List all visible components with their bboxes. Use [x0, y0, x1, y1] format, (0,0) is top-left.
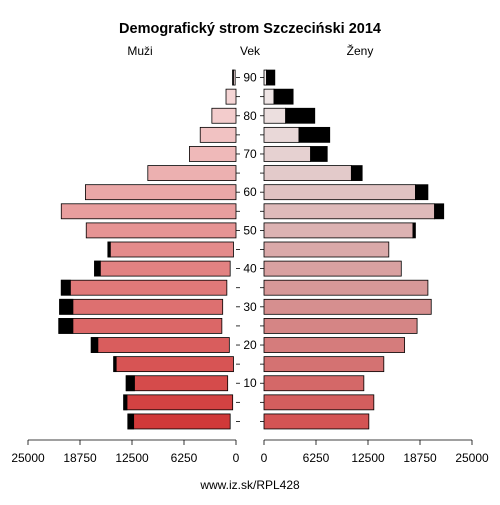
x-tick-label-right: 25000 [455, 451, 489, 465]
age-tick-label: 70 [243, 147, 257, 161]
x-tick-label-right: 18750 [403, 451, 437, 465]
x-tick-label-left: 25000 [11, 451, 45, 465]
male-bar-60-64 [85, 184, 237, 201]
female-bar-dark-60-64 [415, 184, 429, 201]
age-axis: 10 20 30 40 50 60 70 80 90 [236, 71, 264, 422]
male-bar-75-79 [199, 126, 237, 143]
age-tick-label: 40 [243, 262, 257, 276]
x-tick-label-right: 6250 [303, 451, 330, 465]
females-label: Ženy [347, 43, 374, 58]
x-tick-label-left: 6250 [171, 451, 198, 465]
female-bar-dark-65-69 [350, 165, 363, 181]
female-bar-dark-85-89 [273, 88, 294, 105]
female-bar-85-89 [263, 88, 275, 105]
male-bar-10-14 [125, 375, 229, 392]
female-bar-5-9 [263, 394, 375, 411]
male-bar-40-44 [94, 260, 231, 277]
male-bar-dark-30-34 [59, 298, 74, 315]
male-bar-45-49 [107, 241, 234, 258]
male-bar-20-24 [90, 337, 230, 353]
male-bar-30-34 [59, 298, 224, 315]
male-bar-80-84 [211, 107, 237, 124]
x-tick-label-left: 0 [233, 451, 240, 465]
male-bar-65-69 [147, 165, 237, 181]
female-bar-25-29 [263, 318, 418, 334]
female-bar-dark-50-54 [412, 222, 416, 239]
x-tick-label-left: 18750 [63, 451, 97, 465]
footer-source: www.iz.sk/RPL428 [199, 478, 300, 492]
male-bar-50-54 [85, 222, 237, 239]
age-tick-label: 60 [243, 185, 257, 199]
age-tick-label: 30 [243, 300, 257, 314]
male-bar-dark-20-24 [90, 337, 99, 353]
x-tick-label-right: 12500 [351, 451, 385, 465]
age-tick-label: 90 [243, 71, 257, 85]
male-bar-5-9 [123, 394, 234, 411]
female-bar-35-39 [263, 279, 429, 296]
female-bar-dark-70-74 [310, 146, 328, 162]
female-bar-20-24 [263, 337, 406, 353]
female-bar-dark-75-79 [298, 126, 331, 143]
male-bar-dark-10-14 [125, 375, 135, 392]
female-bar-65-69 [263, 165, 352, 181]
male-bar-55-59 [60, 203, 237, 220]
female-bar-dark-90+ [266, 69, 276, 86]
age-tick-label: 50 [243, 223, 257, 237]
x-tick-label-left: 12500 [115, 451, 149, 465]
male-bar-dark-15-19 [113, 356, 117, 373]
age-tick-label: 80 [243, 109, 257, 123]
female-bar-40-44 [263, 260, 402, 277]
female-bar-dark-80-84 [285, 107, 316, 124]
male-bar-25-29 [58, 318, 223, 334]
male-bar-85-89 [225, 88, 237, 105]
male-bar-dark-90+ [232, 69, 234, 86]
female-bar-0-4 [263, 413, 370, 430]
male-bar-dark-45-49 [107, 241, 111, 258]
male-bar-dark-0-4 [127, 413, 135, 430]
age-tick-label: 20 [243, 338, 257, 352]
males-label: Muži [127, 44, 152, 58]
male-bar-70-74 [189, 146, 237, 162]
x-axis: 25000 18750 12500 6250 0 0 6250 12500 18750 25000 [11, 439, 489, 465]
female-bar-30-34 [263, 298, 432, 315]
female-bar-60-64 [263, 184, 416, 201]
male-bar-15-19 [113, 356, 234, 373]
male-bar-dark-40-44 [94, 260, 101, 277]
male-bar-35-39 [60, 279, 228, 296]
male-bar-dark-25-29 [58, 318, 74, 334]
female-bar-55-59 [263, 203, 435, 220]
female-bar-75-79 [263, 126, 300, 143]
female-bar-dark-55-59 [434, 203, 445, 220]
x-tick-label-right: 0 [261, 451, 268, 465]
female-bar-70-74 [263, 146, 311, 162]
female-bar-10-14 [263, 375, 365, 392]
age-tick-label: 10 [243, 376, 257, 390]
male-bar-dark-5-9 [123, 394, 128, 411]
female-bar-45-49 [263, 241, 390, 258]
bars-group [58, 69, 445, 430]
male-bar-0-4 [127, 413, 231, 430]
chart-title: Demografický strom Szczeciński 2014 [119, 21, 381, 37]
female-bar-50-54 [263, 222, 414, 239]
male-bar-dark-35-39 [60, 279, 71, 296]
female-bar-15-19 [263, 356, 385, 373]
female-bar-80-84 [263, 107, 287, 124]
age-axis-label: Vek [240, 44, 261, 58]
